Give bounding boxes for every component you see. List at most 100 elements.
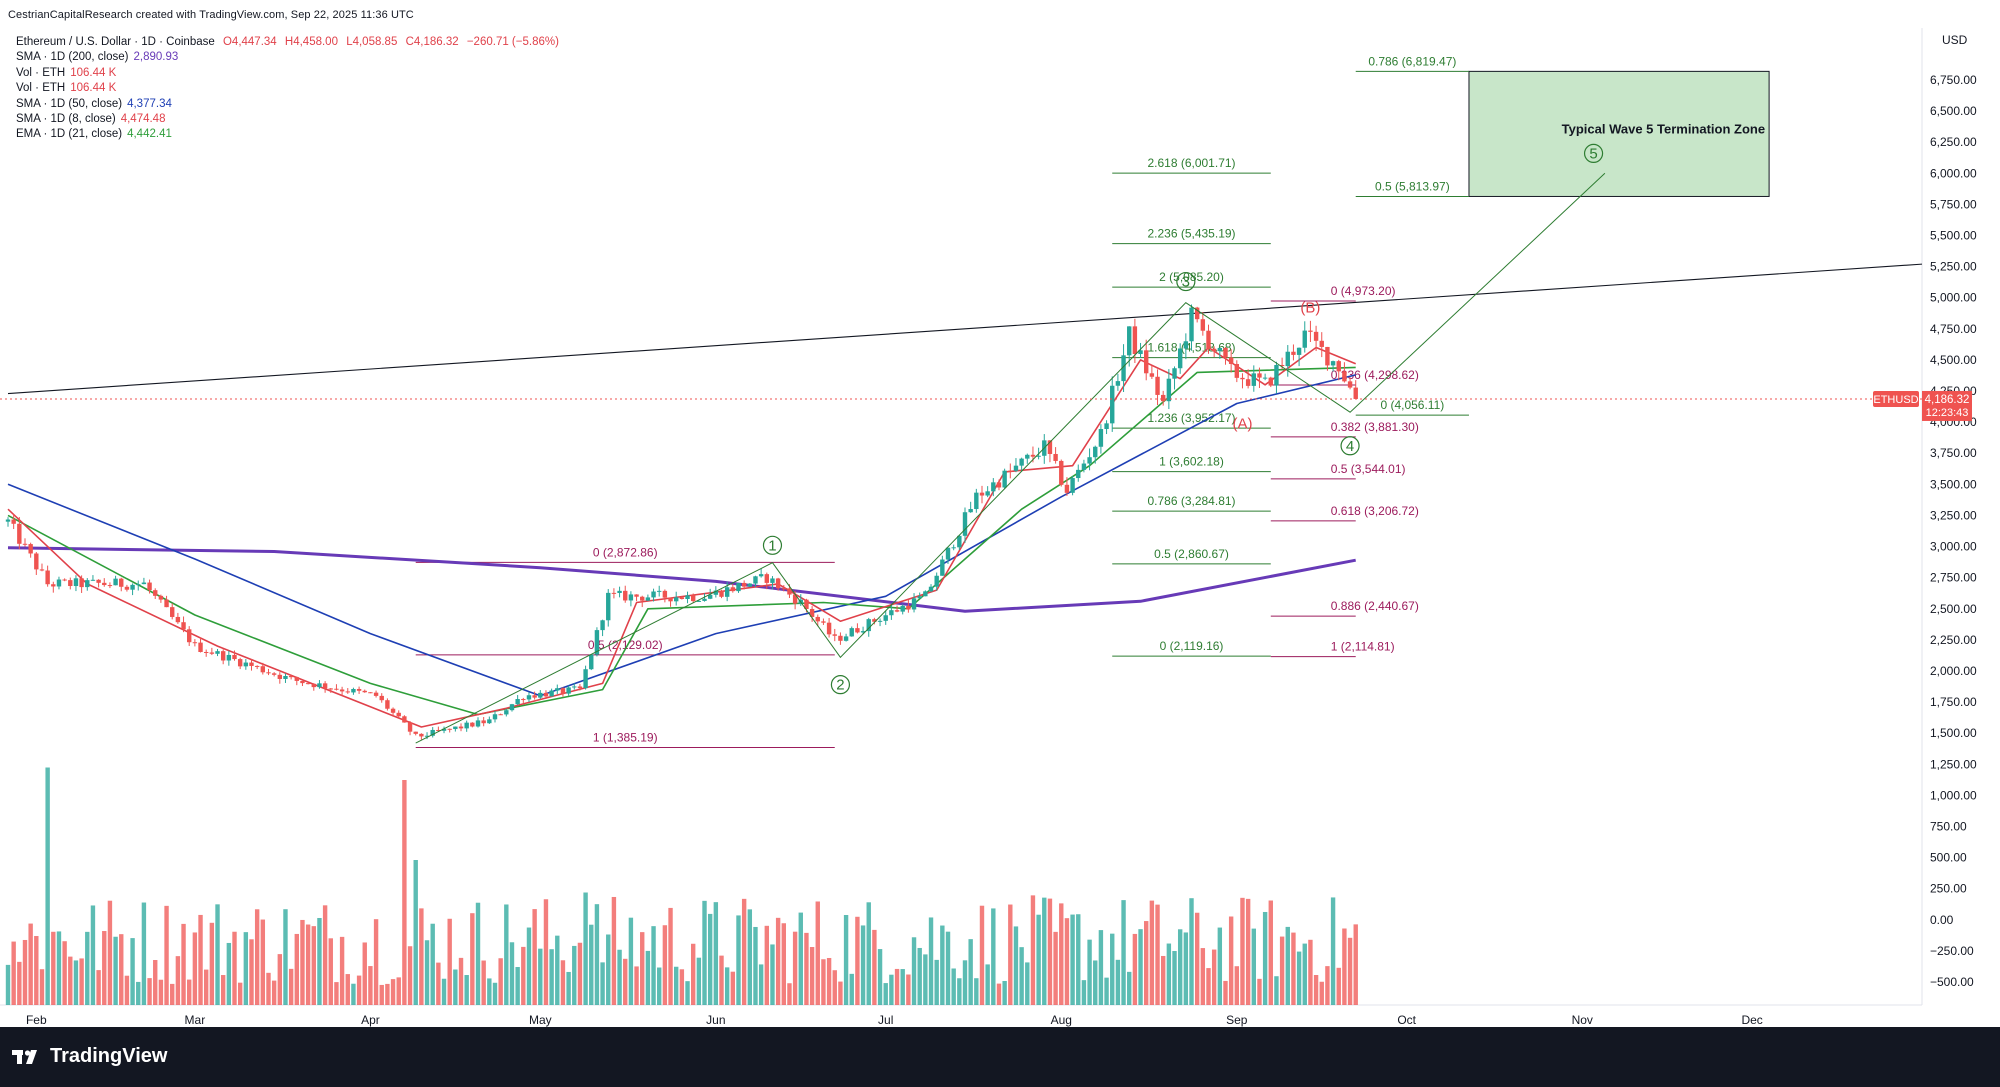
volume-bar bbox=[475, 902, 481, 1005]
elliott-wave-path[interactable] bbox=[415, 172, 1606, 744]
volume-bar bbox=[657, 967, 662, 1005]
termination-zone[interactable] bbox=[1468, 70, 1770, 197]
volume-bar bbox=[957, 978, 962, 1005]
price-tick-label: 2,750.00 bbox=[1930, 571, 1977, 585]
volume-bar bbox=[1002, 980, 1007, 1005]
chart-legend: Ethereum / U.S. Dollar · 1D · Coinbase O… bbox=[16, 35, 559, 143]
moving-average-line[interactable] bbox=[7, 366, 1356, 716]
fib-level-label: 1 (3,602.18) bbox=[1159, 455, 1224, 469]
volume-bar bbox=[640, 932, 645, 1005]
legend-indicator-row[interactable]: Vol · ETH 106.44 K bbox=[16, 66, 559, 81]
candle-body bbox=[1291, 351, 1296, 355]
volume-bar bbox=[209, 922, 215, 1005]
volume-bar bbox=[577, 942, 583, 1005]
candle-body bbox=[266, 672, 271, 674]
fib-retracement[interactable]: 0.786 (6,819.47) 0.5 (5,813.97) 0 (4,056.1… bbox=[1355, 54, 1469, 416]
volume-bar bbox=[79, 958, 84, 1005]
volume-bar bbox=[560, 960, 566, 1005]
legend-indicator-row[interactable]: SMA · 1D (50, close) 4,377.34 bbox=[16, 97, 559, 112]
candle-body bbox=[1194, 307, 1200, 320]
volume-bar bbox=[645, 950, 651, 1005]
candle-body bbox=[175, 616, 181, 623]
volume-bar bbox=[1081, 980, 1087, 1005]
candle-body bbox=[1121, 355, 1126, 382]
volume-bar bbox=[458, 957, 464, 1005]
trendline[interactable] bbox=[7, 263, 1923, 395]
fib-retracement[interactable]: 0 (2,872.86) 0.5 (2,129.02) 1 (1,385.19) bbox=[415, 545, 835, 748]
candle-body bbox=[572, 686, 577, 688]
volume-bar bbox=[90, 905, 96, 1005]
price-tick-label: 2,250.00 bbox=[1930, 633, 1977, 647]
wave-label[interactable]: 5 bbox=[1583, 143, 1604, 164]
moving-average-line[interactable] bbox=[7, 374, 1356, 697]
tradingview-logo[interactable]: TradingView bbox=[12, 1045, 167, 1068]
candle-body bbox=[45, 570, 50, 585]
legend-indicator-row[interactable]: SMA · 1D (8, close) 4,474.48 bbox=[16, 112, 559, 127]
indicator-label: Vol · ETH bbox=[16, 82, 66, 95]
symbol-tag[interactable]: ETHUSD bbox=[1873, 390, 1919, 407]
candle-body bbox=[1234, 364, 1240, 378]
wave-label[interactable]: 3 bbox=[1176, 271, 1196, 292]
volume-bar bbox=[906, 974, 911, 1005]
volume-bar bbox=[1296, 951, 1302, 1005]
fib-level-label: 1 (1,385.19) bbox=[593, 730, 658, 744]
candle-body bbox=[317, 683, 322, 688]
wave-label[interactable]: 1 bbox=[762, 535, 783, 555]
moving-average-line[interactable] bbox=[7, 346, 1357, 728]
candle-body bbox=[334, 688, 339, 690]
price-chart[interactable]: USD 6,750.00 6,500.00 6,250.00 6,000.00 5,750… bbox=[0, 0, 2000, 1027]
volume-bar bbox=[1053, 931, 1058, 1005]
volume-bar bbox=[249, 939, 254, 1005]
volume-bar bbox=[1127, 971, 1132, 1005]
candle-body bbox=[136, 584, 141, 586]
candle-body bbox=[741, 582, 747, 587]
volume-bar bbox=[1240, 897, 1245, 1005]
currency-label: USD bbox=[1942, 33, 1968, 47]
time-axis[interactable]: Feb Mar Apr May Jun Jul Aug Sep Oct Nov Dec bbox=[0, 1004, 1922, 1027]
volume-bar bbox=[481, 960, 486, 1005]
candle-body bbox=[1030, 454, 1036, 457]
candle-body bbox=[345, 691, 350, 693]
candle-body bbox=[1059, 460, 1064, 485]
candle-body bbox=[923, 591, 928, 597]
volume-bar bbox=[453, 969, 458, 1005]
abc-wave-label[interactable]: (B) bbox=[1300, 300, 1320, 317]
legend-indicator-row[interactable]: Vol · ETH 106.44 K bbox=[16, 81, 559, 96]
volume-bar bbox=[940, 925, 945, 1005]
candle-body bbox=[945, 547, 951, 560]
volume-bar bbox=[651, 926, 656, 1005]
legend-indicator-row[interactable]: EMA · 1D (21, close) 4,442.41 bbox=[16, 127, 559, 142]
candle-body bbox=[119, 578, 124, 587]
fib-retracement[interactable]: 0 (4,973.20) 0.236 (4,298.62) 0.382 (3,881… bbox=[1270, 284, 1419, 658]
candle-body bbox=[1076, 469, 1081, 479]
price-axis[interactable]: USD 6,750.00 6,500.00 6,250.00 6,000.00 5,750… bbox=[1921, 28, 1977, 1005]
wave-label[interactable]: 2 bbox=[830, 675, 851, 695]
candle-body bbox=[1313, 331, 1319, 341]
candle-body bbox=[305, 683, 311, 685]
wave-label[interactable]: 4 bbox=[1340, 436, 1360, 456]
price-tick-label: 6,500.00 bbox=[1930, 104, 1977, 118]
candle-body bbox=[424, 735, 430, 737]
volume-bar bbox=[1149, 900, 1155, 1005]
fib-retracement[interactable]: 2.618 (6,001.71) 2.236 (5,435.19) 2 (5,085… bbox=[1112, 156, 1271, 657]
moving-average-line[interactable] bbox=[7, 546, 1356, 613]
legend-indicator-row[interactable]: SMA · 1D (200, close) 2,890.93 bbox=[16, 50, 559, 65]
candle-body bbox=[51, 584, 56, 587]
volume-bar bbox=[1223, 980, 1228, 1005]
candle-body bbox=[690, 595, 696, 602]
symbol-title[interactable]: Ethereum / U.S. Dollar · 1D · Coinbase bbox=[16, 36, 215, 48]
price-tick-label: 1,750.00 bbox=[1930, 695, 1977, 709]
volume-bar bbox=[549, 949, 554, 1005]
candle-body bbox=[1115, 381, 1121, 386]
abc-wave-label[interactable]: (A) bbox=[1232, 415, 1252, 432]
candle-body bbox=[707, 594, 713, 599]
candle-body bbox=[453, 726, 458, 730]
volume-bar bbox=[187, 979, 192, 1005]
volume-bar bbox=[521, 946, 526, 1005]
time-tick-label: Dec bbox=[1741, 1013, 1762, 1027]
candle-body bbox=[1279, 364, 1285, 367]
fib-level-label: 2.236 (5,435.19) bbox=[1147, 227, 1235, 241]
volume-bar bbox=[1093, 960, 1098, 1005]
volume-bar bbox=[237, 982, 243, 1005]
